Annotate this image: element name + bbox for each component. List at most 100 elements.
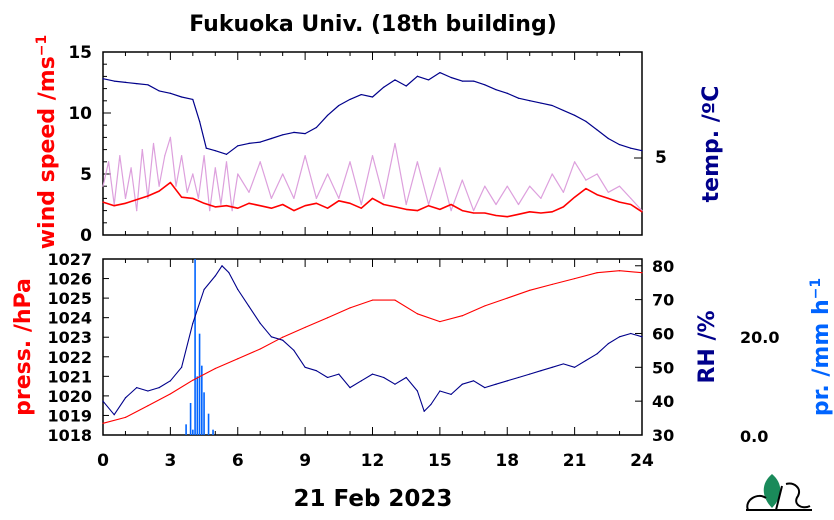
temperature-series-point: [472, 80, 475, 82]
wind-mean-series-point: [596, 194, 598, 196]
humidity-series-point: [517, 376, 520, 379]
wind-gust-series-point: [618, 185, 621, 187]
humidity-series-point: [192, 322, 194, 324]
humidity-series-point: [349, 387, 351, 389]
pressure-series-point: [618, 270, 621, 272]
wind-gust-series-point: [259, 161, 261, 163]
pressure-series-point: [484, 305, 486, 307]
wind-gust-series-point: [338, 197, 340, 199]
wind-gust-series-point: [130, 167, 132, 169]
humidity-series-point: [259, 322, 261, 324]
humidity-series-point: [596, 353, 598, 355]
wind-mean-series-point: [618, 201, 621, 203]
wind-mean-series-point: [293, 210, 295, 212]
humidity-series-point: [472, 380, 475, 382]
pressure-series-point: [237, 358, 239, 360]
humidity-series-point: [158, 387, 160, 389]
temperature-series-point: [326, 114, 329, 116]
precip-bar: [207, 413, 210, 435]
wind-gust-series-point: [209, 210, 211, 212]
wind-mean-series-point: [495, 214, 497, 217]
top-plot-frame: [102, 51, 643, 236]
humidity-series-point: [394, 383, 396, 385]
humidity-series-point: [607, 343, 609, 345]
humidity-series-point: [439, 390, 441, 392]
temperature-series-point: [113, 80, 115, 82]
wind-tick-5: 5: [80, 165, 92, 185]
pressure-series-point: [551, 283, 553, 286]
temperature-series-point: [214, 150, 216, 152]
humidity-series-point: [221, 265, 223, 267]
wind-gust-series-point: [214, 167, 216, 169]
top-panel: 0 5 10 15 5 wind speed /ms−1 temp. /ºC: [34, 35, 724, 250]
wind-gust-series-point: [282, 173, 284, 175]
precip-bar: [189, 403, 192, 435]
wind-gust-series-point: [119, 155, 121, 157]
wind-mean-series-point: [282, 203, 284, 206]
wind-gust-series-point: [428, 203, 430, 206]
pressure-series-point: [192, 379, 194, 381]
wind-gust-series-point: [394, 142, 396, 145]
wind-mean-series-point: [540, 212, 542, 214]
humidity-series-point: [383, 376, 385, 379]
time-tick-label: 12: [361, 451, 385, 471]
precip-bar: [185, 424, 187, 435]
wind-mean-series-point: [102, 201, 104, 203]
temperature-series-point: [248, 142, 250, 144]
precip-bar: [201, 365, 203, 435]
pressure-line: [102, 270, 643, 424]
pressure-tick-label: 1027: [47, 250, 92, 269]
pressure-series-point: [371, 299, 374, 301]
precipitation-axis-label: pr. /mm h−1: [808, 278, 834, 416]
wind-gust-series-point: [169, 136, 171, 138]
humidity-series-point: [326, 376, 329, 379]
wind-mean-series-point: [484, 212, 486, 214]
wind-gust-series-point: [630, 197, 632, 199]
humidity-series-point: [630, 332, 632, 335]
temperature-series: [102, 71, 643, 155]
temperature-series-point: [259, 141, 261, 143]
wind-gust-series-point: [181, 155, 183, 157]
bottom-panel: 1018101910201021102210231024102510261027…: [11, 250, 834, 512]
wind-mean-series-point: [360, 207, 362, 209]
humidity-series-point: [506, 380, 508, 382]
wind-gust-series-point: [484, 185, 486, 187]
wind-axis-label: wind speed /ms−1: [34, 35, 60, 250]
wind-gust-series-point: [248, 191, 250, 193]
wind-mean-series-point: [439, 208, 441, 210]
temp-tick-5: 5: [655, 148, 667, 168]
wind-gust-series-point: [585, 179, 587, 181]
wind-gust-series-point: [147, 197, 149, 199]
time-tick-label: 21: [563, 451, 587, 471]
top-x-minor-ticks: [102, 52, 643, 235]
temperature-series-point: [237, 145, 239, 147]
pressure-tick-label: 1022: [47, 348, 92, 367]
wind-mean-series-point: [428, 205, 430, 207]
wind-mean-series-point: [506, 216, 508, 218]
wind-gust-series-point: [164, 155, 166, 157]
wind-gust-series-point: [141, 149, 143, 151]
wind-gust-series-point: [529, 185, 531, 187]
wind-mean-series-point: [304, 205, 306, 207]
pressure-series-point: [282, 336, 284, 338]
bottom-axis-ticks: [103, 258, 642, 436]
precip-bar: [196, 376, 199, 435]
humidity-series-point: [214, 275, 216, 277]
wind-mean-series-point: [450, 203, 452, 206]
wind-mean-series-point: [371, 197, 374, 199]
humidity-series-point: [585, 359, 587, 362]
wind-gust-series-point: [506, 185, 508, 187]
temperature-series-point: [136, 82, 138, 85]
wind-mean-series-point: [326, 207, 329, 209]
wind-mean-series-point: [607, 197, 609, 199]
temperature-series-point: [551, 104, 553, 107]
temperature-series-point: [371, 96, 374, 98]
humidity-series-point: [147, 390, 149, 392]
humidity-series-point: [360, 380, 362, 382]
humidity-series-point: [270, 336, 273, 338]
temperature-series-point: [102, 78, 104, 80]
temperature-series-point: [495, 89, 497, 91]
humidity-series-point: [371, 373, 374, 375]
